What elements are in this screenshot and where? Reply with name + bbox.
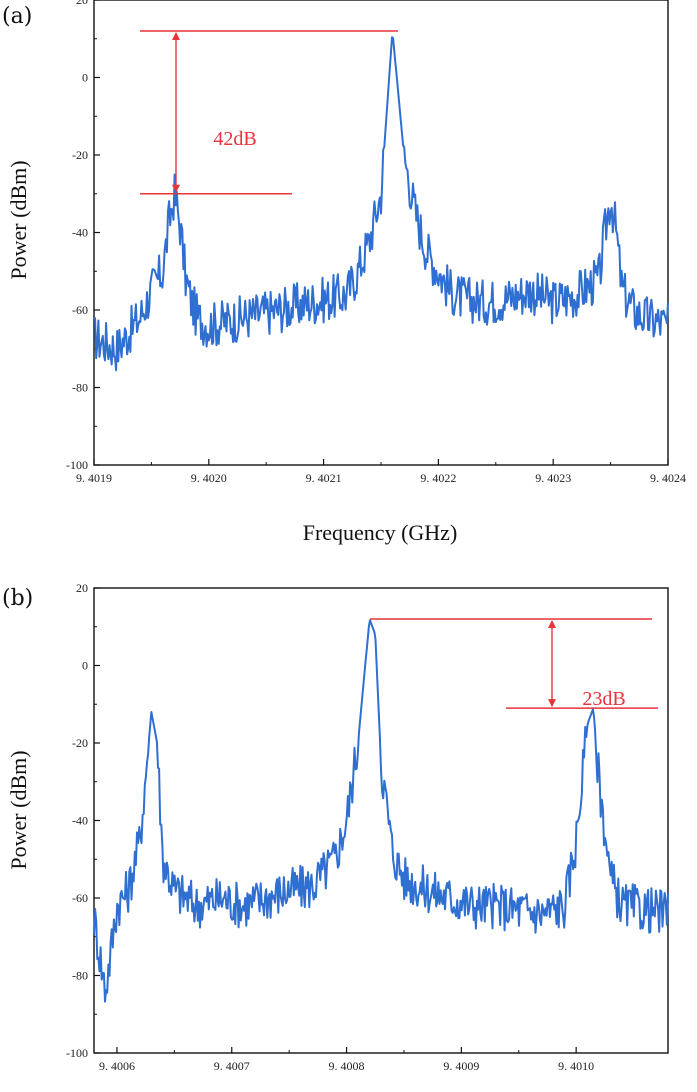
spectrum-line — [93, 36, 669, 372]
plot-frame — [93, 587, 669, 1054]
y-tick-label: 20 — [76, 581, 88, 595]
x-tick-label: 9. 4010 — [558, 1059, 594, 1073]
panel-b-series — [93, 619, 669, 1003]
panel-a-y-axis-label: Power (dBm) — [6, 160, 31, 279]
y-tick-label: -60 — [72, 303, 88, 317]
y-tick-label: -20 — [72, 736, 88, 750]
x-tick-label: 9. 4019 — [76, 471, 112, 485]
y-tick-label: -100 — [66, 458, 88, 472]
y-tick-label: 20 — [76, 0, 88, 7]
y-tick-label: -60 — [72, 891, 88, 905]
x-tick-label: 9. 4009 — [443, 1059, 479, 1073]
panel-b: (b) 20 0 -20 -40 -60 -80 -100 9. 4006 9. 4007 9. … — [2, 581, 669, 1073]
panel-b-axes — [93, 587, 669, 1054]
y-tick-label: -80 — [72, 969, 88, 983]
panel-b-annotation: 23dB — [370, 618, 658, 710]
x-tick-label: 9. 4020 — [191, 471, 227, 485]
x-tick-label: 9. 4008 — [329, 1059, 365, 1073]
y-tick-label: -40 — [72, 814, 88, 828]
annotation-arrowhead-down — [548, 699, 556, 708]
panel-b-ticks: 20 0 -20 -40 -60 -80 -100 9. 4006 9. 4007 9. 4008… — [66, 581, 594, 1073]
spectrum-line — [93, 619, 669, 1003]
x-tick-label: 9. 4021 — [306, 471, 342, 485]
annotation-arrowhead-up — [172, 32, 180, 40]
annotation-arrowhead-down — [172, 184, 180, 193]
x-tick-label: 9. 4022 — [420, 471, 456, 485]
y-tick-label: -40 — [72, 226, 88, 240]
annotation-label: 23dB — [582, 688, 625, 710]
y-tick-label: -100 — [66, 1046, 88, 1060]
panel-a-annotation: 42dB — [140, 30, 398, 195]
panel-a-label: (a) — [2, 4, 32, 29]
x-tick-label: 9. 4024 — [650, 471, 686, 485]
y-tick-label: 0 — [82, 659, 88, 673]
y-tick-label: -80 — [72, 381, 88, 395]
annotation-arrowhead-up — [548, 620, 556, 628]
y-tick-label: -20 — [72, 148, 88, 162]
annotation-label: 42dB — [213, 128, 256, 150]
panel-b-y-axis-label: Power (dBm) — [6, 750, 31, 869]
panel-a-x-axis-label: Frequency (GHz) — [303, 520, 458, 545]
panel-b-label: (b) — [2, 586, 33, 611]
x-tick-label: 9. 4023 — [535, 471, 571, 485]
y-tick-label: 0 — [82, 71, 88, 85]
x-tick-label: 9. 4006 — [99, 1059, 135, 1073]
panel-a-series — [93, 36, 669, 372]
x-tick-label: 9. 4007 — [214, 1059, 250, 1073]
